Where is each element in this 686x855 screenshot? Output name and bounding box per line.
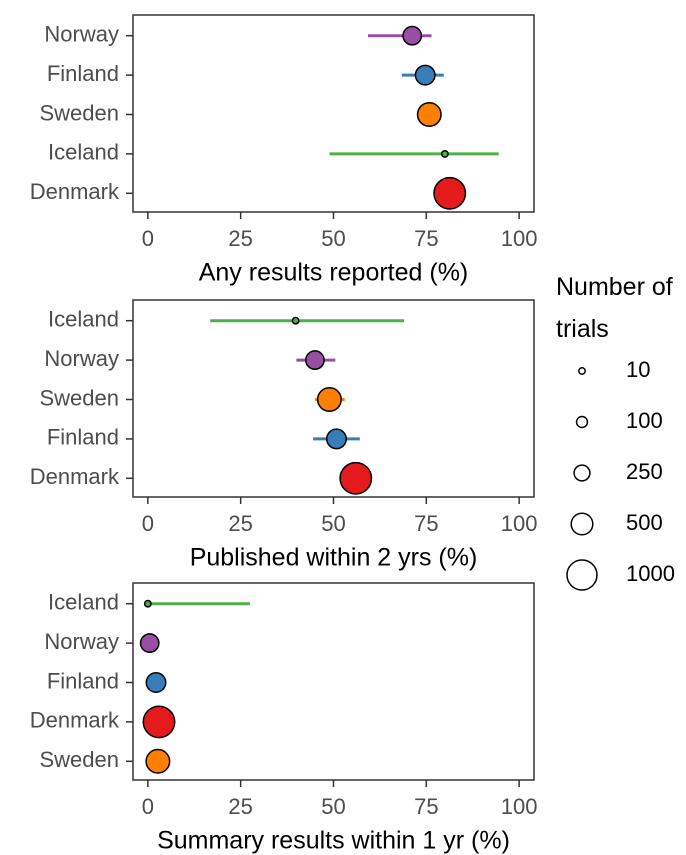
x-tick-label: 0 xyxy=(142,511,154,536)
legend-label: 10 xyxy=(626,357,650,382)
legend-label: 250 xyxy=(626,459,663,484)
dot xyxy=(145,672,167,693)
y-tick-label: Sweden xyxy=(39,747,119,772)
dot xyxy=(433,176,467,210)
dot xyxy=(305,350,325,371)
legend-symbol xyxy=(570,512,594,536)
plot-frame xyxy=(132,14,535,213)
x-tick-label: 100 xyxy=(501,226,538,251)
y-tick-label: Iceland xyxy=(48,590,119,615)
legend-symbol xyxy=(573,464,591,482)
x-tick-label: 25 xyxy=(228,226,252,251)
legend-title: Number of trials xyxy=(556,273,673,343)
x-tick-label: 0 xyxy=(142,794,154,819)
dot xyxy=(142,705,176,739)
x-tick-label: 25 xyxy=(228,511,252,536)
y-tick-label: Sweden xyxy=(39,100,119,125)
y-tick-label: Denmark xyxy=(30,464,120,489)
x-tick-label: 75 xyxy=(414,794,438,819)
legend-label: 500 xyxy=(626,510,663,535)
dot xyxy=(440,149,449,158)
x-tick-label: 50 xyxy=(321,794,345,819)
dot xyxy=(416,101,442,128)
y-tick-label: Iceland xyxy=(48,140,119,165)
x-tick-label: 50 xyxy=(321,511,345,536)
dot xyxy=(325,428,347,450)
dot xyxy=(339,461,373,495)
dot xyxy=(414,64,436,86)
x-tick-label: 75 xyxy=(414,226,438,251)
x-axis-title: Published within 2 yrs (%) xyxy=(190,544,478,572)
y-tick-label: Finland xyxy=(47,61,119,86)
x-axis-title: Any results reported (%) xyxy=(199,259,469,287)
y-tick-label: Denmark xyxy=(30,179,120,204)
dot xyxy=(143,599,152,608)
legend-symbol xyxy=(575,415,589,429)
legend-symbol xyxy=(578,367,586,375)
dot xyxy=(139,633,160,654)
x-tick-label: 0 xyxy=(142,226,154,251)
legend-symbol xyxy=(566,559,598,591)
legend-label: 100 xyxy=(626,408,663,433)
y-tick-label: Norway xyxy=(44,22,119,47)
x-axis-title: Summary results within 1 yr (%) xyxy=(157,827,510,855)
y-tick-label: Norway xyxy=(44,629,119,654)
legend-label: 1000 xyxy=(626,561,675,586)
y-tick-label: Iceland xyxy=(48,307,119,332)
x-tick-label: 75 xyxy=(414,511,438,536)
x-tick-label: 100 xyxy=(501,511,538,536)
y-tick-label: Finland xyxy=(47,668,119,693)
x-tick-label: 100 xyxy=(501,794,538,819)
x-tick-label: 50 xyxy=(321,226,345,251)
dot xyxy=(316,386,342,413)
plot-frame xyxy=(132,582,535,781)
x-tick-label: 25 xyxy=(228,794,252,819)
y-tick-label: Finland xyxy=(47,425,119,450)
y-tick-label: Denmark xyxy=(30,708,120,733)
dot xyxy=(145,748,171,774)
y-tick-label: Norway xyxy=(44,346,119,371)
y-tick-label: Sweden xyxy=(39,385,119,410)
dot xyxy=(291,316,300,325)
dot xyxy=(402,25,423,46)
